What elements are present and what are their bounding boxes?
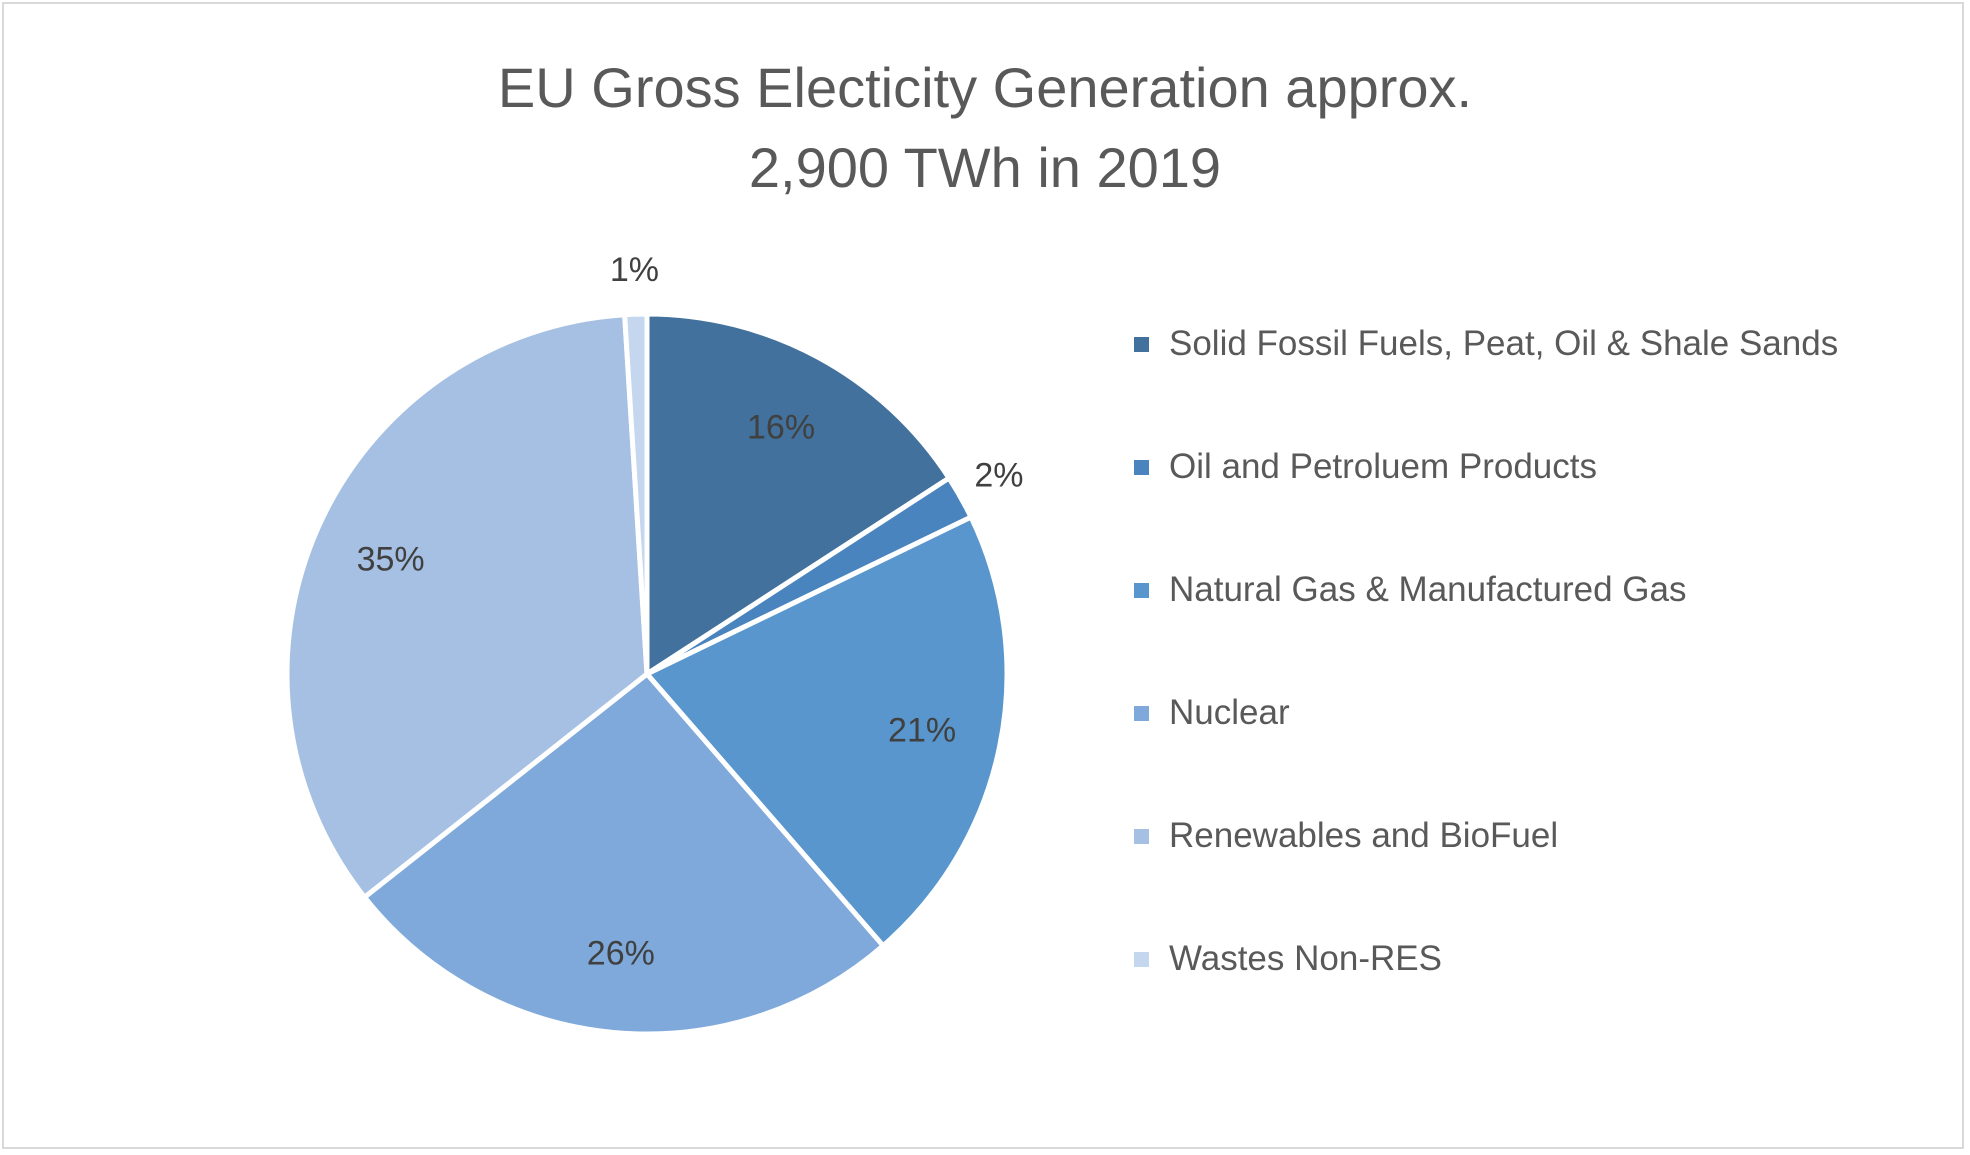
- legend-label: Renewables and BioFuel: [1169, 816, 1559, 855]
- pie-chart: 16% 2% 21% 26% 35% 1%: [284, 251, 1024, 1037]
- legend-item-natural-gas: Natural Gas & Manufactured Gas: [1134, 565, 1686, 615]
- legend-swatch: [1134, 582, 1149, 598]
- pie-slice-solid-fossil: [644, 311, 952, 677]
- chart-title-line-2: 2,900 TWh in 2019: [748, 136, 1222, 199]
- legend-swatch: [1134, 336, 1149, 352]
- legend-swatch: [1134, 951, 1149, 967]
- data-label-nuclear: 26%: [587, 935, 655, 973]
- pie-slice-nuclear: [362, 671, 886, 1037]
- data-label-oil-petroleum: 2%: [974, 457, 1023, 495]
- data-label-natural-gas: 21%: [888, 711, 956, 749]
- pie-slice-renewables: [284, 312, 650, 900]
- data-label-solid-fossil: 16%: [747, 408, 815, 446]
- legend-label: Natural Gas & Manufactured Gas: [1169, 570, 1687, 609]
- pie-slice-wastes: [622, 311, 650, 677]
- legend-item-renewables: Renewables and BioFuel: [1134, 811, 1558, 861]
- legend-swatch: [1134, 828, 1149, 844]
- legend-label: Wastes Non-RES: [1169, 939, 1442, 978]
- legend-swatch: [1134, 459, 1149, 475]
- legend-label: Oil and Petroluem Products: [1169, 447, 1597, 486]
- legend-label: Solid Fossil Fuels, Peat, Oil & Shale Sa…: [1169, 324, 1839, 363]
- legend-swatch: [1134, 705, 1149, 721]
- legend-item-oil-petroleum: Oil and Petroluem Products: [1134, 442, 1597, 492]
- legend-item-nuclear: Nuclear: [1134, 688, 1290, 738]
- data-label-wastes: 1%: [610, 251, 659, 289]
- data-label-renewables: 35%: [357, 541, 425, 579]
- chart-title: EU Gross Electicity Generation approx. 2…: [4, 48, 1966, 208]
- legend-item-wastes: Wastes Non-RES: [1134, 934, 1442, 984]
- chart-title-line-1: EU Gross Electicity Generation approx.: [497, 56, 1473, 119]
- legend-label: Nuclear: [1169, 693, 1290, 732]
- pie-slice-natural-gas: [644, 514, 1010, 949]
- legend-item-solid-fossil: Solid Fossil Fuels, Peat, Oil & Shale Sa…: [1134, 319, 1838, 369]
